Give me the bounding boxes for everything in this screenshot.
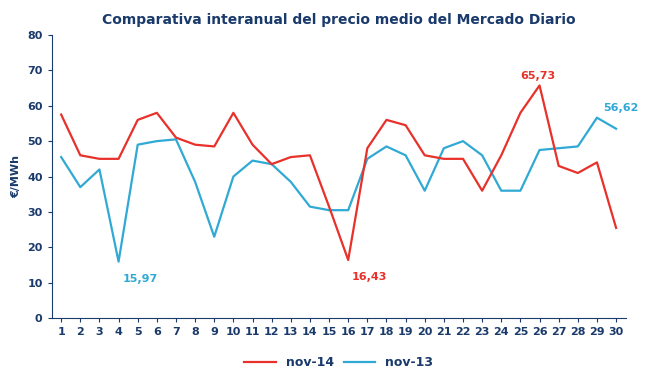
nov-14 (115, 156, 123, 161)
nov-13 (76, 185, 84, 189)
nov-13 (153, 139, 161, 144)
nov-14 (478, 189, 486, 193)
nov-14 (382, 118, 390, 122)
nov-13 (344, 208, 352, 213)
nov-13 (612, 126, 620, 131)
nov-13 (555, 146, 562, 151)
nov-14 (574, 171, 582, 175)
nov-14 (95, 156, 103, 161)
Line: nov-14: nov-14 (61, 85, 616, 260)
nov-13 (287, 180, 295, 184)
nov-14 (210, 144, 218, 149)
nov-14 (57, 112, 65, 117)
nov-14 (612, 225, 620, 230)
nov-13 (497, 189, 505, 193)
nov-14 (364, 146, 372, 151)
Title: Comparativa interanual del precio medio del Mercado Diario: Comparativa interanual del precio medio … (102, 13, 575, 27)
nov-13 (306, 204, 314, 209)
nov-14 (230, 111, 237, 115)
nov-13 (574, 144, 582, 149)
nov-13 (440, 146, 448, 151)
Text: 16,43: 16,43 (352, 272, 388, 282)
nov-14 (248, 142, 256, 147)
nov-14 (459, 156, 467, 161)
Line: nov-13: nov-13 (61, 118, 616, 262)
nov-14 (497, 153, 505, 158)
Text: 56,62: 56,62 (602, 104, 638, 113)
nov-14 (153, 111, 161, 115)
nov-13 (459, 139, 467, 144)
nov-13 (210, 234, 218, 239)
nov-13 (517, 189, 524, 193)
nov-14 (440, 156, 448, 161)
nov-14 (421, 153, 428, 158)
nov-13 (115, 259, 123, 264)
nov-13 (325, 208, 333, 213)
nov-14 (191, 142, 199, 147)
Text: 65,73: 65,73 (520, 71, 555, 81)
nov-14 (555, 164, 562, 168)
nov-13 (230, 174, 237, 179)
nov-14 (134, 118, 141, 122)
nov-13 (268, 162, 275, 166)
Legend: nov-14, nov-13: nov-14, nov-13 (239, 351, 438, 374)
nov-13 (364, 156, 372, 161)
nov-13 (421, 189, 428, 193)
nov-14 (172, 135, 180, 140)
nov-14 (593, 160, 601, 165)
nov-14 (287, 155, 295, 159)
nov-14 (517, 111, 524, 115)
nov-14 (535, 83, 543, 88)
nov-13 (191, 180, 199, 184)
nov-14 (402, 123, 410, 128)
nov-13 (402, 153, 410, 158)
nov-14 (76, 153, 84, 158)
nov-13 (478, 153, 486, 158)
nov-13 (95, 167, 103, 172)
nov-13 (134, 142, 141, 147)
nov-13 (57, 155, 65, 159)
nov-13 (535, 148, 543, 152)
nov-13 (382, 144, 390, 149)
nov-13 (172, 137, 180, 142)
nov-13 (593, 115, 601, 120)
nov-14 (268, 162, 275, 166)
nov-14 (325, 204, 333, 209)
Y-axis label: €/MWh: €/MWh (12, 155, 21, 198)
nov-14 (306, 153, 314, 158)
Text: 15,97: 15,97 (123, 274, 157, 284)
nov-14 (344, 258, 352, 262)
nov-13 (248, 158, 256, 163)
